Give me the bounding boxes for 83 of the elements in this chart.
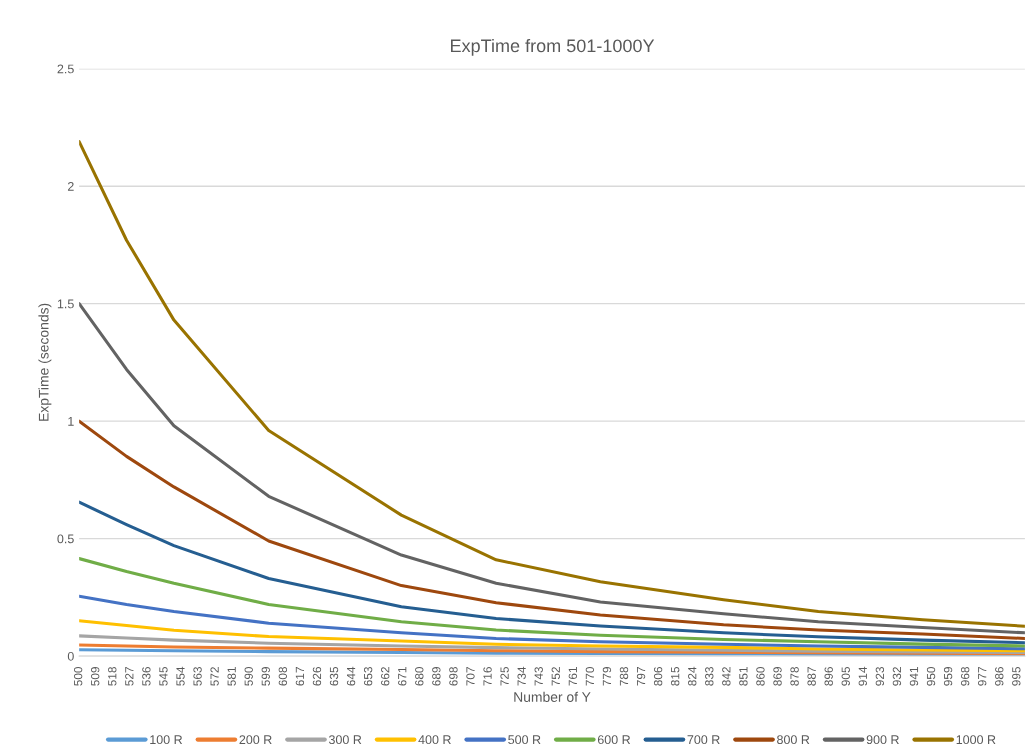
- x-tick-label: 554: [176, 666, 185, 686]
- x-tick-label: 545: [159, 667, 168, 686]
- x-tick-label: 995: [1012, 667, 1021, 686]
- line-series: [79, 140, 1025, 628]
- x-tick-label: 851: [739, 667, 748, 686]
- line-series: [79, 634, 1025, 655]
- x-tick-label: 788: [619, 667, 629, 686]
- y-tick-label: 1.5: [57, 299, 74, 309]
- x-axis-title: Number of Y: [514, 691, 591, 702]
- x-tick-label: 743: [534, 667, 543, 686]
- x-tick-label: 608: [278, 667, 288, 686]
- x-tick-label: 905: [841, 667, 850, 686]
- x-tick-label: 734: [517, 666, 526, 686]
- x-tick-label: 770: [585, 666, 595, 686]
- x-tick-label: 662: [381, 667, 390, 686]
- x-tick-label: 716: [483, 667, 492, 686]
- legend-label: 600 R: [597, 735, 631, 745]
- legend-label: 500 R: [508, 735, 541, 745]
- legend-label: 700 R: [687, 735, 720, 745]
- legend-label: 1000 R: [956, 735, 996, 745]
- x-tick-label: 752: [551, 667, 560, 686]
- x-tick-label: 509: [91, 667, 100, 686]
- legend-label: 100 R: [150, 735, 183, 745]
- x-tick-label: 680: [415, 666, 424, 686]
- legend-label: 800 R: [777, 735, 810, 745]
- x-tick-label: 689: [432, 667, 441, 686]
- line-series: [79, 619, 1025, 653]
- legend-label: 900 R: [866, 735, 899, 745]
- x-tick-label: 617: [295, 667, 305, 686]
- y-tick-label: 0.5: [57, 534, 74, 544]
- x-tick-label: 815: [670, 667, 680, 686]
- x-tick-label: 590: [244, 666, 253, 686]
- x-tick-label: 500: [73, 666, 83, 686]
- x-tick-label: 869: [773, 667, 782, 686]
- x-tick-label: 563: [193, 667, 202, 686]
- x-tick-label: 698: [449, 667, 458, 686]
- x-tick-label: 599: [261, 667, 270, 686]
- y-axis-title: ExpTime (seconds): [38, 303, 52, 421]
- x-tick-label: 860: [756, 666, 765, 686]
- x-tick-label: 968: [960, 667, 970, 686]
- y-tick-label: 0: [67, 651, 74, 661]
- x-tick-label: 644: [346, 666, 356, 686]
- x-tick-label: 527: [125, 667, 134, 686]
- y-tick-label: 2.5: [57, 64, 74, 74]
- x-tick-label: 626: [312, 667, 322, 686]
- x-tick-label: 653: [363, 667, 373, 686]
- legend-label: 300 R: [328, 735, 362, 745]
- legend-label: 200 R: [239, 735, 272, 745]
- x-tick-label: 833: [705, 667, 714, 686]
- x-tick-label: 581: [227, 667, 236, 686]
- line-series: [79, 302, 1025, 635]
- x-tick-label: 950: [926, 666, 936, 686]
- x-tick-label: 779: [602, 667, 612, 686]
- line-series: [79, 594, 1025, 651]
- y-tick-label: 2: [67, 181, 74, 191]
- x-tick-label: 824: [688, 666, 697, 686]
- x-tick-label: 797: [636, 667, 646, 686]
- x-tick-label: 986: [995, 667, 1004, 686]
- x-tick-label: 977: [978, 667, 987, 686]
- x-tick-label: 842: [722, 667, 731, 686]
- chart-title: ExpTime from 501-1000Y: [451, 38, 655, 56]
- x-tick-label: 707: [466, 667, 475, 686]
- x-tick-label: 518: [108, 667, 117, 686]
- x-tick-label: 761: [568, 667, 577, 686]
- x-tick-label: 878: [790, 667, 799, 686]
- x-tick-label: 959: [943, 667, 953, 686]
- x-tick-label: 932: [892, 667, 902, 686]
- x-tick-label: 923: [875, 667, 885, 686]
- x-tick-label: 572: [210, 667, 219, 686]
- x-tick-label: 896: [824, 667, 833, 686]
- line-series: [79, 500, 1025, 645]
- legend-label: 400 R: [418, 735, 451, 745]
- x-tick-label: 914: [858, 666, 867, 686]
- x-tick-label: 725: [500, 667, 509, 686]
- y-tick-label: 1: [68, 417, 74, 426]
- x-tick-label: 941: [909, 667, 919, 686]
- x-tick-label: 806: [653, 667, 663, 686]
- x-tick-label: 635: [329, 667, 339, 686]
- x-tick-label: 536: [142, 667, 151, 686]
- line-series: [79, 557, 1025, 648]
- x-tick-label: 671: [398, 667, 407, 686]
- x-tick-label: 887: [807, 667, 816, 686]
- line-series: [79, 419, 1025, 640]
